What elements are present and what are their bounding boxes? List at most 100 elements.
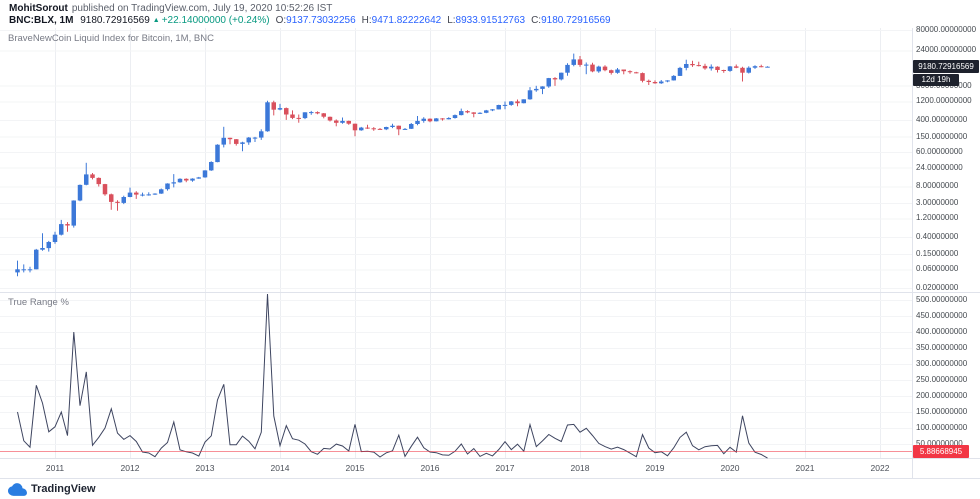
candle-body [509, 101, 514, 105]
ohlc-label: H: [361, 15, 372, 26]
price-axis-label: 1200.00000000 [916, 96, 972, 106]
symbol-interval[interactable]: BNC:BLX, 1M [9, 15, 74, 26]
candle-body [434, 118, 439, 122]
price-axis-label: 150.00000000 [916, 131, 968, 141]
candle-body [171, 182, 176, 184]
candle-body [215, 144, 220, 163]
change-up-icon: ▲ [152, 17, 160, 24]
candle-body [77, 184, 83, 201]
candle-body [596, 66, 601, 72]
candle-body [265, 102, 270, 132]
candle-body [84, 174, 89, 185]
candle-body [646, 80, 651, 82]
candle-body [321, 113, 326, 117]
candle-body [602, 66, 608, 71]
year-label: 2022 [870, 463, 890, 473]
tradingview-cloud-logo-icon [8, 482, 27, 496]
candle-body [690, 64, 695, 66]
candle-body [134, 192, 139, 195]
candle-body [302, 112, 308, 119]
candle-body [671, 75, 676, 81]
tr-axis-label: 50.00000000 [916, 439, 963, 448]
candle-body [34, 249, 39, 270]
candle-body [165, 183, 170, 190]
year-label: 2014 [270, 463, 290, 473]
publish-header: MohitSorout published on TradingView.com,… [9, 3, 332, 14]
candle-body [709, 66, 714, 69]
candle-body [427, 118, 433, 122]
candle-body [177, 178, 183, 183]
candle-body [571, 59, 576, 65]
candle-body [327, 116, 333, 121]
ohlc-values: O:9137.73032256 H:9471.82222642 L:8933.915… [270, 15, 611, 26]
year-label: 2015 [345, 463, 365, 473]
year-label: 2012 [120, 463, 140, 473]
candle-body [271, 102, 276, 110]
tr-axis-label: 150.00000000 [916, 407, 968, 416]
author-name[interactable]: MohitSorout [9, 3, 68, 14]
candle-body [665, 80, 670, 82]
tr-axis-label: 500.00000000 [916, 295, 968, 304]
price-scale[interactable]: 80000.0000000024000.000000003000.0000000… [913, 0, 980, 478]
candle-body [477, 112, 483, 114]
candle-body [484, 110, 489, 113]
candle-body [452, 115, 458, 118]
candle-body [502, 104, 508, 106]
candle-body [121, 197, 126, 203]
candle-body [384, 127, 389, 130]
ohlc-value: 9180.72916569 [541, 15, 611, 26]
price-axis-label: 0.40000000 [916, 232, 959, 242]
candle-body [640, 73, 645, 81]
candle-body [521, 99, 526, 104]
candle-body [684, 64, 689, 68]
candle-body [109, 194, 114, 202]
candle-body [740, 67, 745, 73]
candle-body [234, 139, 239, 144]
tr-axis-label: 400.00000000 [916, 327, 968, 336]
candle-body [721, 70, 726, 71]
tradingview-attribution[interactable]: TradingView [8, 481, 96, 497]
candle-body [127, 192, 133, 197]
candle-body [715, 66, 720, 70]
candle-body [584, 64, 589, 66]
candle-body [390, 125, 395, 127]
candle-body [702, 65, 708, 69]
tr-axis-label: 350.00000000 [916, 343, 968, 352]
candlestick-series [15, 53, 770, 277]
ohlc-value: 9471.82222642 [371, 15, 442, 26]
year-label: 2011 [45, 463, 65, 473]
candle-body [102, 184, 108, 195]
candle-body [609, 70, 614, 73]
candle-body [40, 248, 45, 250]
candle-body [440, 118, 445, 120]
candle-body [190, 178, 195, 181]
bar-countdown-tag: 12d 19h [913, 74, 959, 87]
ohlc-label: C: [531, 15, 542, 26]
price-axis-label: 1.20000000 [916, 213, 959, 223]
tr-axis-label: 200.00000000 [916, 391, 968, 400]
candle-body [759, 66, 764, 68]
candle-body [546, 78, 551, 87]
candle-body [152, 193, 158, 195]
candle-body [196, 177, 201, 179]
candle-body [621, 69, 626, 72]
candle-body [446, 118, 451, 120]
year-label: 2016 [420, 463, 440, 473]
candle-body [659, 81, 664, 84]
time-scale[interactable]: 2011 2012 2013 2014 2015 2016 2017 2018 2019 2020… [0, 458, 912, 478]
candle-body [340, 120, 345, 123]
candle-body [677, 67, 683, 76]
candle-body [59, 224, 64, 235]
candle-body [284, 108, 289, 115]
candle-body [652, 82, 658, 84]
candle-body [290, 114, 295, 118]
candle-body [140, 194, 145, 196]
candle-body [559, 72, 564, 80]
candle-body [352, 123, 358, 131]
candle-body [415, 120, 420, 124]
candle-body [221, 137, 226, 145]
published-info: published on TradingView.com, July 19, 2… [71, 3, 333, 14]
candle-body [634, 72, 639, 74]
